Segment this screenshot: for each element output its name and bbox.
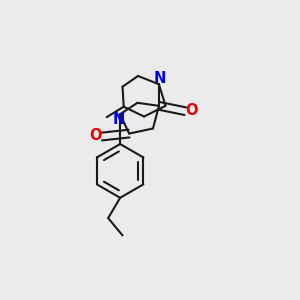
Text: O: O — [185, 103, 197, 118]
Text: O: O — [89, 128, 101, 143]
Text: N: N — [154, 71, 166, 86]
Text: N: N — [113, 112, 125, 127]
